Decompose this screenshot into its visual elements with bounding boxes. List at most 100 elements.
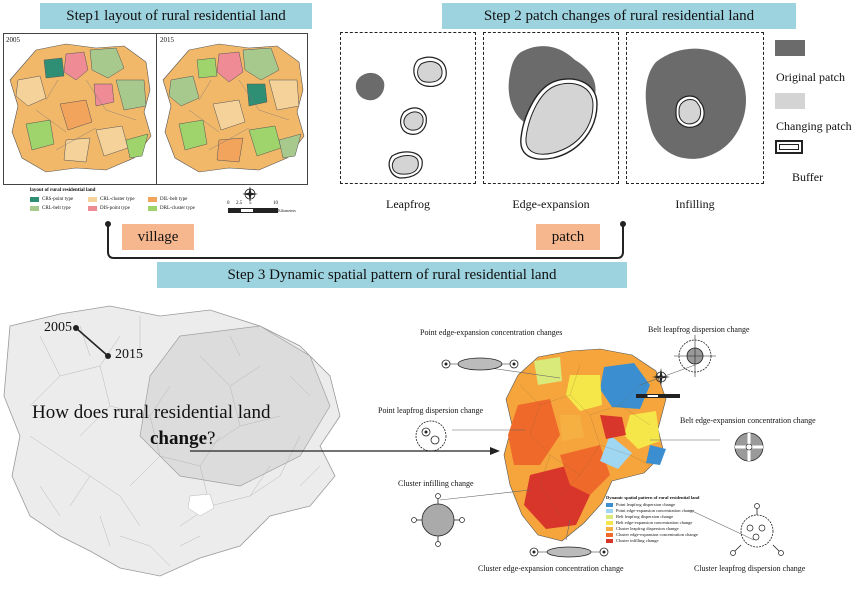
point-edge-icon [441, 357, 519, 371]
scale-bar [636, 394, 680, 398]
scale-unit: Kilometers [278, 208, 296, 213]
scale-label: 10 [273, 201, 278, 206]
scale-label: 2.5 [236, 201, 243, 206]
buffer-swatch [775, 140, 803, 154]
belt-leapfrog-label: Belt leapfrog dispersion change [648, 325, 750, 334]
legend-label: DRL-cluster type [160, 206, 195, 211]
infilling-box [626, 32, 764, 184]
dynamic-legend-item: Belt leapfrog dispersion change [606, 514, 673, 519]
cluster-leapfrog-icon [730, 503, 784, 556]
changing-patch-label: Changing patch [776, 119, 852, 133]
legend-label: Point leapfrog dispersion change [616, 502, 676, 507]
legend-swatch [88, 206, 97, 211]
leapfrog-box [340, 32, 476, 184]
scale-label: 0 [227, 201, 230, 206]
scale-label: 5 [249, 201, 252, 206]
layout-legend-item: CRS-point type [30, 197, 73, 202]
cluster-infilling-label: Cluster infilling change [398, 479, 474, 488]
cluster-edge-icon [529, 546, 609, 558]
dynamic-legend-item: Point leapfrog dispersion change [606, 502, 675, 507]
layout-legend-item: DIS-point type [88, 206, 130, 211]
map-year-left: 2005 [6, 36, 20, 44]
layout-legend-title: layout of rural residential land [30, 188, 96, 193]
question-line2: change? [150, 428, 215, 450]
question-emph: change [150, 428, 207, 449]
legend-swatch [148, 197, 157, 202]
legend-label: Point edge-expansion concentration chang… [616, 508, 695, 513]
legend-swatch [606, 526, 613, 531]
village-label: village [122, 224, 194, 250]
legend-swatch [606, 532, 613, 537]
original-patch-label: Original patch [776, 70, 845, 84]
legend-swatch [88, 197, 97, 202]
map-year-right: 2015 [160, 36, 174, 44]
dynamic-legend-item: Point edge-expansion concentration chang… [606, 508, 694, 513]
layout-map-2015 [162, 43, 305, 173]
layout-legend-item: CRL-belt type [30, 206, 71, 211]
point-leapfrog-label: Point leapfrog dispersion change [378, 406, 484, 415]
dynamic-legend-item: Belt edge-expansion concentration change [606, 520, 692, 525]
legend-label: CRS-point type [42, 197, 74, 202]
step2-banner: Step 2 patch changes of rural residentia… [442, 3, 796, 29]
legend-label: Belt leapfrog dispersion change [616, 514, 674, 519]
legend-label: CRL-cluster type [100, 197, 135, 202]
legend-swatch [606, 508, 613, 513]
original-patch-swatch [775, 40, 805, 56]
year-start: 2005 [44, 320, 72, 335]
layout-map-2005 [9, 43, 152, 173]
point-leapfrog-icon [415, 420, 447, 452]
dynamic-legend-item: Cluster infilling change [606, 538, 659, 543]
cluster-edge-label: Cluster edge-expansion concentration cha… [478, 564, 624, 573]
edge-expansion-diagram [508, 46, 598, 160]
legend-swatch [606, 520, 613, 525]
year-end: 2015 [115, 347, 143, 362]
question-suffix: ? [207, 428, 216, 449]
belt-edge-label: Belt edge-expansion concentration change [680, 416, 816, 425]
buffer-label: Buffer [792, 170, 824, 184]
leapfrog-diagram [355, 56, 447, 179]
compass-icon [652, 368, 670, 386]
year-timeline [73, 325, 111, 359]
belt-edge-icon [734, 432, 764, 462]
legend-swatch [606, 538, 613, 543]
legend-swatch [148, 206, 157, 211]
belt-leapfrog-icon [674, 335, 716, 377]
legend-label: Belt edge-expansion concentration change [616, 520, 693, 525]
cluster-leapfrog-label: Cluster leapfrog dispersion change [694, 564, 806, 573]
connector-bracket [105, 221, 626, 259]
legend-label: Cluster infilling change [616, 538, 659, 543]
legend-swatch [606, 514, 613, 519]
layout-legend-item: DRL-cluster type [148, 206, 195, 211]
grey-base-map [3, 305, 341, 577]
step1-map-frame [3, 33, 308, 185]
legend-label: DIS-point type [100, 206, 130, 211]
legend-label: Cluster edge-expansion concentration cha… [616, 532, 698, 537]
infilling-label: Infilling [675, 197, 715, 211]
legend-swatch [30, 197, 39, 202]
step3-banner: Step 3 Dynamic spatial pattern of rural … [157, 262, 627, 288]
question-text: How does rural residential land [32, 402, 271, 423]
cluster-infilling-icon [411, 493, 465, 547]
compass-icon [242, 186, 258, 202]
legend-label: CRL-belt type [42, 206, 71, 211]
patch-label: patch [536, 224, 600, 250]
edge-expansion-box [483, 32, 619, 184]
dynamic-legend-title: Dynamic spatial pattern of rural residen… [606, 495, 700, 500]
legend-label: Cluster leapfrog dispersion change [616, 526, 679, 531]
dynamic-change-map [503, 348, 667, 542]
scale-bar [228, 208, 278, 213]
point-edge-label: Point edge-expansion concentration chang… [420, 328, 563, 337]
step1-banner: Step1 layout of rural residential land [40, 3, 312, 29]
leapfrog-label: Leapfrog [386, 197, 430, 211]
changing-patch-swatch [775, 93, 805, 109]
legend-swatch [30, 206, 39, 211]
legend-swatch [606, 502, 613, 507]
dynamic-legend-item: Cluster edge-expansion concentration cha… [606, 532, 698, 537]
infilling-diagram [645, 48, 746, 159]
edge-expansion-label: Edge-expansion [512, 197, 590, 211]
layout-legend-item: DIL-belt type [148, 197, 187, 202]
legend-label: DIL-belt type [160, 197, 188, 202]
dynamic-legend-item: Cluster leapfrog dispersion change [606, 526, 679, 531]
